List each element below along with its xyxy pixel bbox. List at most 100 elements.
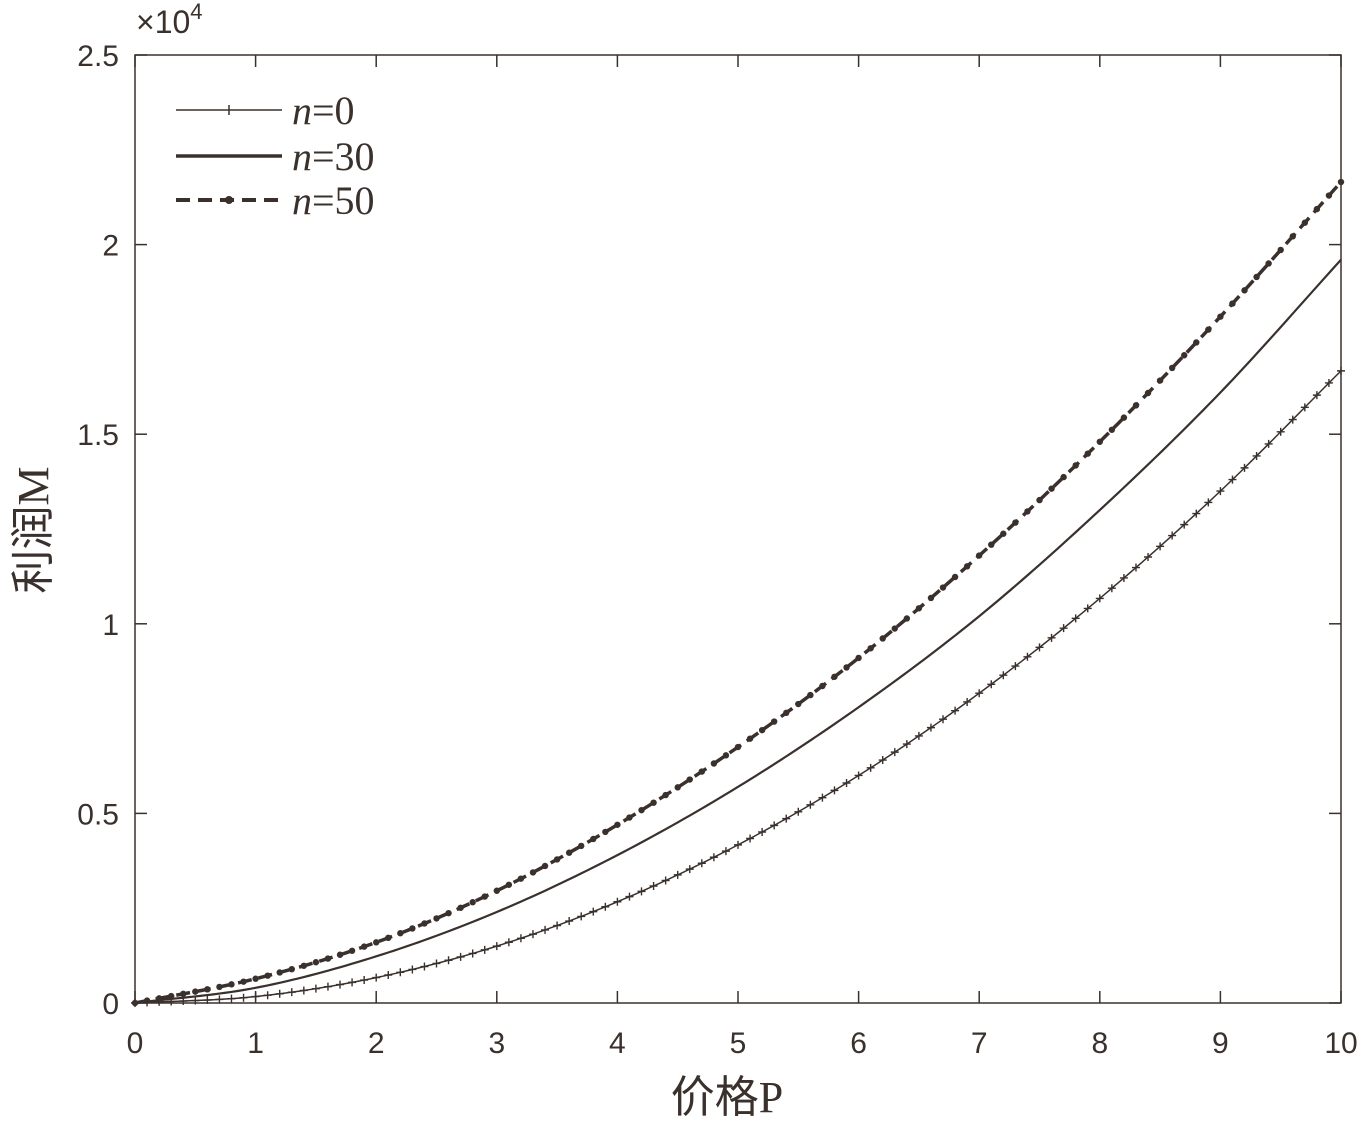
data-point — [734, 743, 742, 751]
data-point — [1011, 662, 1020, 671]
series-line — [134, 180, 1343, 1005]
data-point — [1264, 439, 1273, 448]
data-point — [348, 978, 357, 987]
data-point — [879, 635, 886, 642]
data-point — [698, 768, 706, 775]
data-point — [299, 986, 308, 995]
data-point — [902, 740, 911, 749]
data-point — [890, 748, 899, 757]
data-point — [155, 995, 163, 1002]
legend-value: =50 — [312, 178, 375, 223]
data-point — [445, 909, 452, 917]
legend-entry: n=50 — [176, 178, 375, 223]
data-point — [433, 915, 440, 922]
data-point — [409, 925, 416, 932]
data-point — [481, 893, 488, 900]
data-point — [914, 731, 923, 740]
legend-marker — [225, 196, 233, 204]
data-point — [685, 865, 694, 874]
y-tick-label: 2.5 — [77, 40, 119, 73]
data-point — [662, 791, 669, 799]
data-point — [926, 723, 935, 732]
data-point — [697, 859, 706, 868]
y-multiplier-exponent: 4 — [190, 0, 202, 24]
data-point — [842, 778, 851, 787]
data-point — [493, 887, 500, 894]
data-point — [988, 541, 995, 548]
data-point — [240, 978, 247, 985]
data-point — [721, 847, 730, 856]
data-point — [215, 995, 224, 1004]
data-point — [1288, 415, 1297, 424]
series-2 — [131, 178, 1345, 1007]
x-tick-label: 1 — [247, 1027, 264, 1060]
data-point — [939, 715, 948, 724]
data-point — [396, 968, 405, 977]
data-point — [1023, 652, 1032, 661]
data-point — [204, 986, 211, 993]
data-point — [1241, 287, 1248, 294]
data-point — [963, 563, 971, 570]
data-point — [830, 786, 839, 795]
data-point — [1228, 475, 1237, 484]
data-point — [1277, 246, 1284, 254]
data-point — [794, 807, 803, 816]
data-point — [276, 969, 283, 976]
x-tick-label: 8 — [1091, 1027, 1108, 1060]
data-point — [517, 875, 525, 882]
data-point — [397, 930, 404, 937]
data-point — [795, 700, 802, 708]
x-tick-label: 9 — [1212, 1027, 1229, 1060]
data-point — [1024, 508, 1031, 515]
data-point — [1036, 496, 1043, 504]
data-point — [1144, 552, 1153, 561]
data-point — [602, 828, 609, 836]
data-point — [191, 996, 200, 1005]
x-axis-title: 价格P — [671, 1073, 783, 1121]
data-point — [1071, 614, 1080, 623]
y-axis-title: 利润M — [9, 466, 58, 593]
data-point — [469, 899, 476, 906]
data-point — [1205, 326, 1212, 333]
data-point — [746, 834, 755, 843]
data-point — [385, 934, 392, 942]
data-point — [565, 917, 574, 926]
legend-variable: n — [292, 178, 312, 223]
y-tick-label: 2 — [102, 230, 119, 263]
data-point — [324, 955, 332, 962]
data-point — [360, 943, 368, 950]
data-point — [843, 664, 850, 671]
data-point — [408, 965, 417, 974]
data-point — [1107, 584, 1116, 593]
data-point — [131, 999, 139, 1007]
data-point — [516, 934, 525, 943]
data-point — [1120, 414, 1128, 421]
data-point — [457, 904, 464, 911]
x-tick-label: 7 — [971, 1027, 988, 1060]
data-point — [589, 907, 598, 916]
data-point — [323, 982, 332, 991]
data-point — [1119, 573, 1128, 582]
data-point — [625, 892, 634, 901]
data-point — [831, 673, 838, 680]
y-multiplier-label: ×104 — [136, 0, 203, 40]
data-point — [1012, 519, 1019, 526]
legend-label: n=50 — [292, 178, 375, 223]
data-point — [565, 849, 573, 856]
data-point — [216, 983, 223, 991]
data-point — [1048, 485, 1055, 492]
data-point — [1276, 427, 1285, 436]
x-axis-ticks: 0 1 2 3 4 5 6 7 8 9 10 — [127, 55, 1358, 1060]
data-point — [1216, 487, 1225, 496]
data-point — [1035, 643, 1044, 652]
data-point — [855, 654, 862, 662]
data-point — [504, 938, 513, 947]
data-point — [336, 980, 345, 989]
data-point — [288, 965, 295, 973]
data-point — [818, 793, 827, 802]
data-point — [867, 645, 874, 652]
legend-variable: n — [292, 134, 312, 179]
data-point — [192, 988, 199, 995]
data-point — [939, 584, 947, 591]
data-point — [444, 956, 453, 965]
